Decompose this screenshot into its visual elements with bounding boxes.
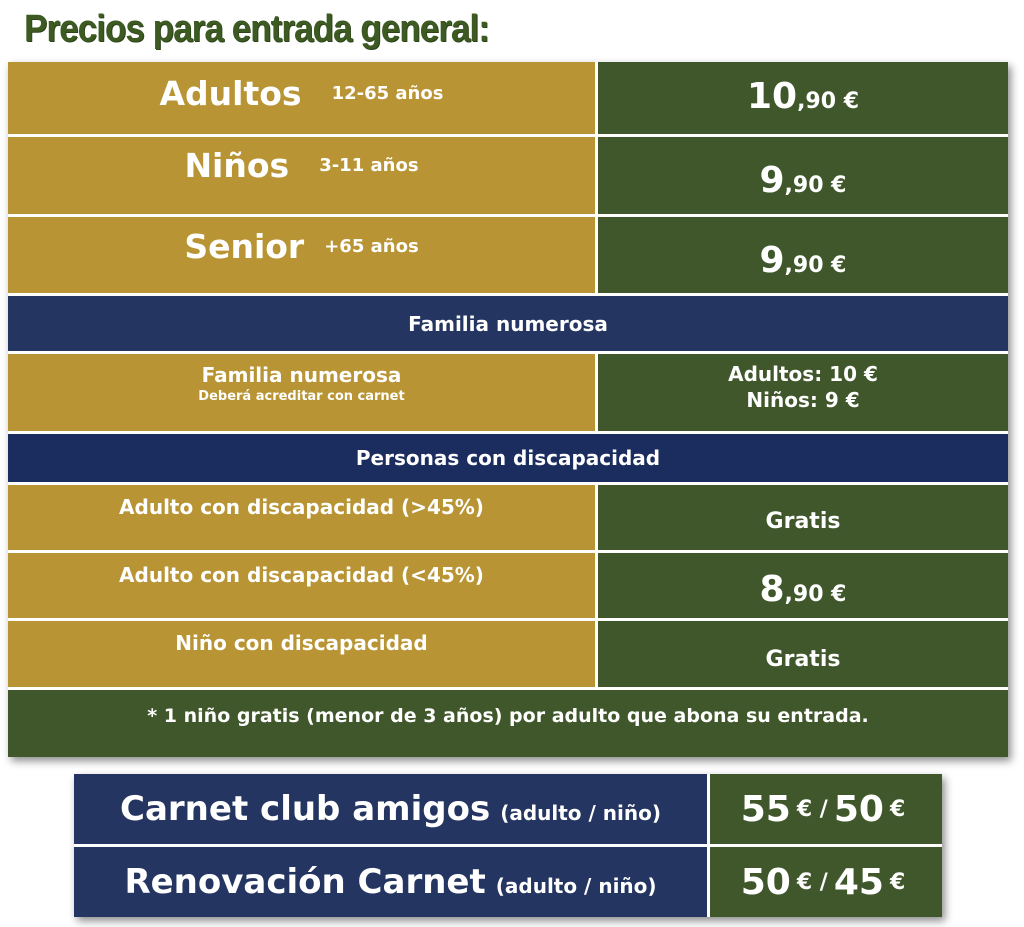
footnote-row: * 1 niño gratis (menor de 3 años) por ad… xyxy=(8,690,1008,757)
discapacidad-row-1: Adulto con discapacidad (>45%) Gratis xyxy=(8,485,1008,553)
discapacidad-2-label: Adulto con discapacidad (<45%) xyxy=(119,562,484,587)
ninos-label: Niños xyxy=(184,146,290,185)
senior-price-int: 9 xyxy=(759,239,785,281)
carnet-renovacion-price-sep: € / xyxy=(796,869,828,895)
carnet-table: Carnet club amigos (adulto / niño) 55 € … xyxy=(74,774,942,917)
ninos-price-dec: ,90 € xyxy=(784,173,847,198)
familia-adultos-price: Adultos: 10 € xyxy=(728,361,878,386)
table-row-ninos: Niños 3-11 años 9 ,90 € xyxy=(8,137,1008,217)
discapacidad-row-3: Niño con discapacidad Gratis xyxy=(8,621,1008,690)
carnet-club-label-cell: Carnet club amigos (adulto / niño) xyxy=(74,774,710,844)
familia-label: Familia numerosa xyxy=(201,363,402,387)
carnet-club-price-cell: 55 € / 50 € xyxy=(710,774,942,844)
discapacidad-3-label-cell: Niño con discapacidad xyxy=(8,621,598,687)
senior-price-dec: ,90 € xyxy=(784,252,847,278)
senior-label: Senior xyxy=(184,226,305,266)
discapacidad-2-price-dec: ,90 € xyxy=(784,582,847,607)
discapacidad-3-label: Niño con discapacidad xyxy=(175,631,428,655)
familia-label-cell: Familia numerosa Deberá acreditar con ca… xyxy=(8,354,598,431)
carnet-renovacion-price-child: 45 xyxy=(833,861,884,903)
carnet-club-price-adult: 55 xyxy=(740,788,791,830)
discapacidad-1-price: Gratis xyxy=(765,509,841,534)
discapacidad-header-row: Personas con discapacidad xyxy=(8,434,1008,485)
discapacidad-1-price-cell: Gratis xyxy=(598,485,1008,550)
general-price-table: Adultos 12-65 años 10 ,90 € Niños 3-11 a… xyxy=(8,62,1008,757)
carnet-club-price-child: 50 xyxy=(833,788,884,830)
ninos-label-cell: Niños 3-11 años xyxy=(8,137,598,214)
discapacidad-row-2: Adulto con discapacidad (<45%) 8 ,90 € xyxy=(8,553,1008,621)
carnet-row-renovacion: Renovación Carnet (adulto / niño) 50 € /… xyxy=(74,847,942,917)
carnet-renovacion-price-eur: € xyxy=(889,869,906,895)
discapacidad-2-price-int: 8 xyxy=(759,569,785,610)
carnet-club-price-sep: € / xyxy=(796,796,828,822)
senior-price-cell: 9 ,90 € xyxy=(598,217,1008,293)
familia-note: Deberá acreditar con carnet xyxy=(198,389,405,404)
familia-header: Familia numerosa xyxy=(8,296,1008,351)
ninos-age: 3-11 años xyxy=(319,155,419,176)
discapacidad-1-label-cell: Adulto con discapacidad (>45%) xyxy=(8,485,598,550)
discapacidad-2-label-cell: Adulto con discapacidad (<45%) xyxy=(8,553,598,618)
discapacidad-3-price-cell: Gratis xyxy=(598,621,1008,687)
ninos-price-int: 9 xyxy=(759,160,785,201)
carnet-renovacion-price-cell: 50 € / 45 € xyxy=(710,847,942,917)
carnet-renovacion-note: (adulto / niño) xyxy=(495,874,657,898)
carnet-club-note: (adulto / niño) xyxy=(500,801,661,825)
discapacidad-header: Personas con discapacidad xyxy=(8,434,1008,482)
familia-header-row: Familia numerosa xyxy=(8,296,1008,354)
discapacidad-1-label: Adulto con discapacidad (>45%) xyxy=(119,494,484,519)
senior-label-cell: Senior +65 años xyxy=(8,217,598,293)
carnet-club-price-eur: € xyxy=(889,796,906,822)
discapacidad-2-price-cell: 8 ,90 € xyxy=(598,553,1008,618)
familia-price-cell: Adultos: 10 € Niños: 9 € xyxy=(598,354,1008,431)
table-row-senior: Senior +65 años 9 ,90 € xyxy=(8,217,1008,296)
carnet-renovacion-label-cell: Renovación Carnet (adulto / niño) xyxy=(74,847,710,917)
adultos-label: Adultos xyxy=(159,73,302,113)
adultos-age: 12-65 años xyxy=(331,82,444,104)
discapacidad-3-price: Gratis xyxy=(765,646,841,672)
senior-age: +65 años xyxy=(324,235,419,257)
adultos-price-dec: ,90 € xyxy=(797,88,860,114)
familia-row: Familia numerosa Deberá acreditar con ca… xyxy=(8,354,1008,434)
familia-ninos-price: Niños: 9 € xyxy=(746,387,860,412)
ninos-price-cell: 9 ,90 € xyxy=(598,137,1008,214)
carnet-renovacion-price-adult: 50 xyxy=(740,861,791,903)
adultos-label-cell: Adultos 12-65 años xyxy=(8,62,598,134)
footnote: * 1 niño gratis (menor de 3 años) por ad… xyxy=(8,690,1008,757)
carnet-club-label: Carnet club amigos xyxy=(120,789,491,829)
carnet-renovacion-label: Renovación Carnet xyxy=(124,862,486,902)
adultos-price-cell: 10 ,90 € xyxy=(598,62,1008,134)
table-row-adultos: Adultos 12-65 años 10 ,90 € xyxy=(8,62,1008,137)
carnet-row-club: Carnet club amigos (adulto / niño) 55 € … xyxy=(74,774,942,847)
page-title: Precios para entrada general: xyxy=(24,8,490,50)
adultos-price-int: 10 xyxy=(746,75,798,117)
